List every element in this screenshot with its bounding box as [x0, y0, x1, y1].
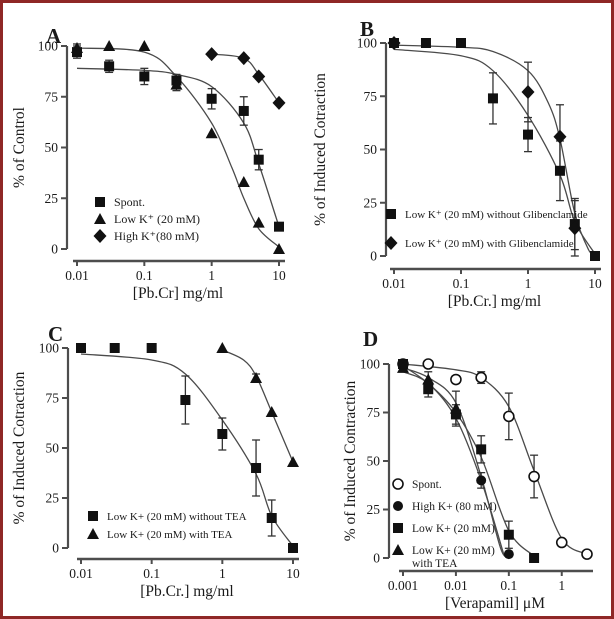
svg-text:10: 10 — [588, 276, 602, 291]
svg-text:25: 25 — [46, 491, 60, 506]
panel-d-chart: 0 25 50 75 100 0.001 0.01 0.1 1 [Verapamil] μM % o… — [309, 319, 611, 616]
svg-text:% of Induced Cotraction: % of Induced Cotraction — [312, 73, 329, 226]
svg-text:75: 75 — [364, 89, 378, 104]
panel-b-chart: 0 25 50 75 100 0.01 0.1 1 10 [Pb.Cr.] mg/ml % of I… — [309, 11, 611, 317]
panel-a-chart: 0 25 50 75 100 0.01 0.1 1 10 [Pb.Cr] mg/ml % of Co… — [11, 11, 309, 317]
svg-text:0.1: 0.1 — [136, 268, 153, 283]
svg-text:Low K+ (20 mM): Low K+ (20 mM) — [412, 545, 495, 557]
svg-text:0.01: 0.01 — [65, 268, 89, 283]
svg-text:[Pb.Cr.] mg/ml: [Pb.Cr.] mg/ml — [448, 293, 541, 310]
svg-text:High K⁺(80 mM): High K⁺(80 mM) — [114, 229, 199, 243]
svg-text:Low K+ (20 mM) with TEA: Low K+ (20 mM) with TEA — [107, 529, 233, 541]
svg-text:25: 25 — [367, 502, 381, 517]
svg-text:0.001: 0.001 — [388, 578, 418, 593]
svg-text:High K+ (80 mM): High K+ (80 mM) — [412, 501, 497, 513]
svg-text:[Verapamil] μM: [Verapamil] μM — [445, 595, 545, 612]
svg-text:100: 100 — [38, 39, 59, 54]
svg-text:C: C — [48, 322, 63, 346]
svg-text:1: 1 — [558, 578, 565, 593]
svg-text:B: B — [360, 17, 374, 41]
svg-text:25: 25 — [364, 195, 378, 210]
svg-text:50: 50 — [46, 441, 60, 456]
svg-text:0: 0 — [51, 242, 58, 257]
svg-text:100: 100 — [39, 341, 60, 356]
svg-text:D: D — [363, 327, 378, 351]
svg-text:% of Control: % of Control — [11, 107, 28, 188]
svg-text:1: 1 — [525, 276, 532, 291]
svg-text:1: 1 — [208, 268, 215, 283]
svg-text:Low K+ (20 mM): Low K+ (20 mM) — [412, 523, 495, 535]
svg-text:Spont.: Spont. — [412, 479, 442, 491]
svg-text:100: 100 — [357, 36, 378, 51]
svg-text:50: 50 — [364, 142, 378, 157]
svg-text:50: 50 — [45, 140, 59, 155]
svg-text:[Pb.Cr] mg/ml: [Pb.Cr] mg/ml — [133, 285, 223, 302]
svg-text:0: 0 — [370, 249, 377, 264]
svg-text:A: A — [46, 24, 62, 48]
svg-text:0.1: 0.1 — [453, 276, 470, 291]
svg-text:1: 1 — [219, 566, 226, 581]
svg-text:75: 75 — [46, 391, 60, 406]
svg-text:10: 10 — [286, 566, 300, 581]
svg-text:10: 10 — [272, 268, 286, 283]
svg-text:Spont.: Spont. — [114, 195, 145, 209]
svg-text:Low K+ (20 mM) without TEA: Low K+ (20 mM) without TEA — [107, 511, 247, 523]
svg-text:[Pb.Cr.] mg/ml: [Pb.Cr.] mg/ml — [140, 583, 233, 600]
svg-text:0.01: 0.01 — [382, 276, 406, 291]
svg-text:% of Induced Cotraction: % of Induced Cotraction — [11, 371, 28, 524]
svg-text:Low K⁺ (20 mM): Low K⁺ (20 mM) — [114, 212, 200, 226]
svg-text:25: 25 — [45, 191, 59, 206]
svg-text:0.1: 0.1 — [500, 578, 517, 593]
svg-text:0.01: 0.01 — [69, 566, 93, 581]
svg-text:0: 0 — [52, 541, 59, 556]
svg-text:0.1: 0.1 — [143, 566, 160, 581]
svg-text:Low K⁺ (20 mM) with Glibenclam: Low K⁺ (20 mM) with Glibenclamide — [405, 238, 574, 250]
svg-text:75: 75 — [367, 405, 381, 420]
panel-c-chart: 0 25 50 75 100 0.01 0.1 1 10 [Pb.Cr.] mg/ml % of I… — [11, 319, 309, 616]
svg-text:100: 100 — [360, 357, 381, 372]
svg-text:0.01: 0.01 — [444, 578, 468, 593]
svg-text:50: 50 — [367, 454, 381, 469]
svg-text:0: 0 — [373, 551, 380, 566]
svg-text:Low K⁺ (20 mM) without Glibenc: Low K⁺ (20 mM) without Glibenclamide — [405, 209, 588, 221]
svg-text:% of Induced Contraction: % of Induced Contraction — [342, 380, 359, 541]
svg-text:with TEA: with TEA — [412, 558, 458, 570]
svg-text:75: 75 — [45, 89, 59, 104]
